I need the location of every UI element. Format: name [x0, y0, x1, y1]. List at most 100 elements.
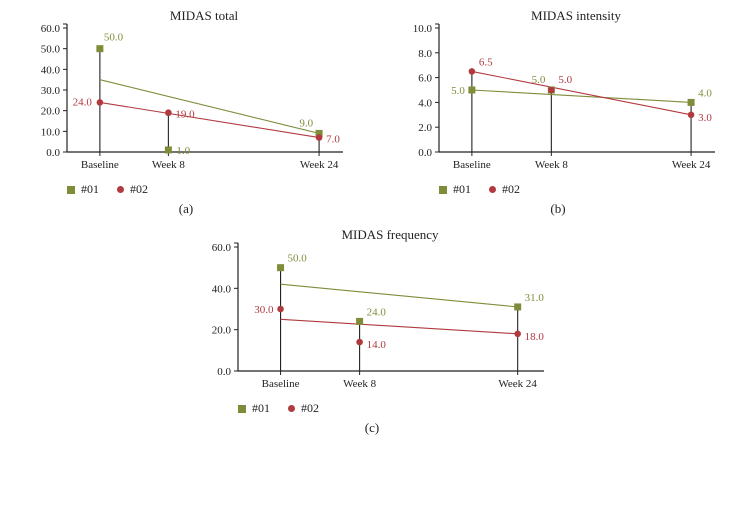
legend-swatch-01	[439, 186, 447, 194]
trend-line	[281, 319, 518, 333]
chart-title: MIDAS total	[170, 8, 239, 23]
x-tick-label: Week 24	[498, 378, 537, 390]
legend-swatch-01	[238, 405, 246, 413]
chart-b: MIDAS intensity 0.0 2.0 4.0 6.0 8.0 10.0 Baseli…	[393, 6, 723, 176]
marker-square	[165, 146, 172, 153]
y-tick-label: 20.0	[212, 325, 232, 337]
marker-circle	[514, 331, 521, 338]
y-tick-label: 10.0	[41, 126, 61, 138]
data-label: 14.0	[367, 339, 387, 351]
y-tick-label: 60.0	[212, 242, 232, 254]
x-tick-label: Week 8	[343, 378, 377, 390]
y-tick-label: 30.0	[41, 85, 61, 97]
data-label: 50.0	[288, 253, 308, 265]
legend-b: #01 #02	[439, 182, 520, 197]
data-label: 19.0	[175, 109, 195, 121]
x-tick-label: Week 24	[300, 159, 339, 171]
trend-line	[100, 102, 319, 137]
caption-b: (b)	[550, 201, 565, 217]
data-label: 18.0	[525, 331, 545, 343]
data-label: 1.0	[176, 145, 190, 157]
marker-square	[277, 264, 284, 271]
y-tick-label: 60.0	[41, 23, 61, 35]
x-tick-label: Baseline	[81, 159, 119, 171]
y-tick-label: 10.0	[413, 23, 433, 35]
legend-swatch-02	[489, 186, 496, 193]
legend-item-01: #01	[439, 182, 471, 197]
y-tick-label: 40.0	[41, 64, 61, 76]
marker-square	[356, 318, 363, 325]
trend-line	[281, 284, 518, 307]
marker-circle	[316, 134, 323, 141]
legend-item-02: #02	[288, 401, 319, 416]
marker-square	[96, 45, 103, 52]
x-tick-label: Baseline	[262, 378, 300, 390]
legend-swatch-01	[67, 186, 75, 194]
data-label: 5.0	[558, 74, 572, 86]
data-label: 30.0	[254, 304, 274, 316]
y-tick-label: 50.0	[41, 44, 61, 56]
legend-label-02: #02	[301, 401, 319, 416]
data-label: 7.0	[326, 134, 340, 146]
trend-line	[472, 90, 691, 102]
marker-circle	[165, 109, 172, 116]
legend-label-02: #02	[130, 182, 148, 197]
marker-circle	[548, 87, 555, 94]
legend-a: #01 #02	[67, 182, 148, 197]
legend-label-01: #01	[81, 182, 99, 197]
trend-line	[472, 71, 691, 114]
trend-line	[100, 80, 319, 134]
data-label: 5.0	[451, 85, 465, 97]
data-label: 24.0	[367, 306, 387, 318]
y-tick-label: 0.0	[46, 147, 60, 159]
y-tick-label: 6.0	[418, 73, 432, 85]
marker-square	[468, 87, 475, 94]
panel-a: MIDAS total 0.0 10.0 20.0 30.0 40.0 50.0 60.0 Ba…	[21, 6, 351, 217]
chart-title: MIDAS frequency	[341, 227, 439, 242]
chart-c: MIDAS frequency 0.0 20.0 40.0 60.0 Baseline We…	[192, 225, 552, 395]
legend-label-01: #01	[453, 182, 471, 197]
data-label: 6.5	[479, 56, 493, 68]
legend-item-02: #02	[117, 182, 148, 197]
legend-item-01: #01	[67, 182, 99, 197]
marker-circle	[688, 112, 695, 119]
panel-c: MIDAS frequency 0.0 20.0 40.0 60.0 Baseline We…	[192, 225, 552, 436]
legend-item-02: #02	[489, 182, 520, 197]
data-label: 31.0	[525, 292, 545, 304]
y-tick-label: 2.0	[418, 122, 432, 134]
marker-circle	[469, 68, 476, 75]
marker-circle	[277, 306, 284, 313]
legend-swatch-02	[117, 186, 124, 193]
y-tick-label: 40.0	[212, 283, 232, 295]
marker-square	[514, 303, 521, 310]
data-label: 9.0	[299, 117, 313, 129]
x-tick-label: Baseline	[453, 159, 491, 171]
legend-swatch-02	[288, 405, 295, 412]
chart-title: MIDAS intensity	[531, 8, 621, 23]
data-label: 4.0	[698, 87, 712, 99]
chart-a: MIDAS total 0.0 10.0 20.0 30.0 40.0 50.0 60.0 Ba…	[21, 6, 351, 176]
legend-c: #01 #02	[238, 401, 319, 416]
x-tick-label: Week 8	[535, 159, 569, 171]
marker-square	[688, 99, 695, 106]
y-tick-label: 0.0	[217, 366, 231, 378]
data-label: 24.0	[73, 96, 93, 108]
x-tick-label: Week 24	[672, 159, 711, 171]
legend-label-01: #01	[252, 401, 270, 416]
x-tick-label: Week 8	[152, 159, 186, 171]
y-tick-label: 0.0	[418, 147, 432, 159]
data-label: 5.0	[532, 74, 546, 86]
y-tick-label: 8.0	[418, 48, 432, 60]
data-label: 3.0	[698, 112, 712, 124]
panel-b: MIDAS intensity 0.0 2.0 4.0 6.0 8.0 10.0 Baseli…	[393, 6, 723, 217]
caption-c: (c)	[365, 420, 379, 436]
legend-label-02: #02	[502, 182, 520, 197]
y-tick-label: 4.0	[418, 97, 432, 109]
marker-circle	[356, 339, 363, 346]
legend-item-01: #01	[238, 401, 270, 416]
marker-circle	[97, 99, 104, 106]
figure-page: MIDAS total 0.0 10.0 20.0 30.0 40.0 50.0 60.0 Ba…	[0, 0, 744, 524]
y-tick-label: 20.0	[41, 106, 61, 118]
caption-a: (a)	[179, 201, 193, 217]
data-label: 50.0	[104, 32, 124, 44]
